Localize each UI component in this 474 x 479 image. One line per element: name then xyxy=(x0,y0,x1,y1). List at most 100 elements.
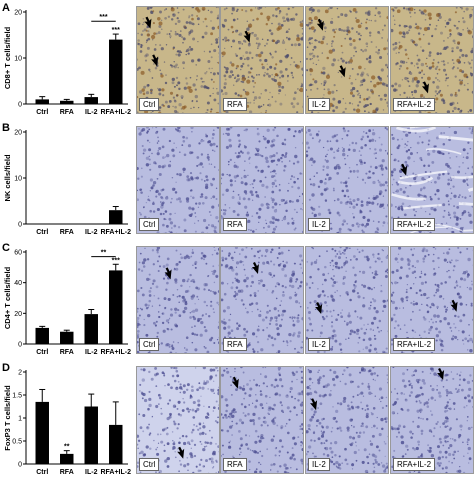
panel-d-chart: D FoxP3 T cells/field 0 0.5 1 1.5 2 Ctrl RFA IL-2… xyxy=(2,362,131,476)
tissue-texture xyxy=(391,7,473,113)
micrograph-c-il-2: IL-2 xyxy=(305,246,389,354)
category-label: Ctrl xyxy=(36,229,48,236)
panel-b-chart: B NK cells/field 0 10 20 Ctrl RFA IL-2 RFA+IL-2 xyxy=(2,122,131,236)
significance-label: *** xyxy=(99,14,107,21)
bar-rfa+il-2 xyxy=(109,39,123,104)
tissue-texture xyxy=(221,247,303,353)
arrowhead-marker xyxy=(151,54,159,67)
y-tick-label: 0 xyxy=(18,222,22,229)
bar-rfa xyxy=(60,331,74,344)
micrograph-label: Ctrl xyxy=(139,218,160,231)
category-label: RFA xyxy=(60,229,74,236)
arrowhead-marker xyxy=(400,163,408,176)
y-axis-label: NK cells/field xyxy=(3,154,12,202)
bar-il-2 xyxy=(84,97,98,104)
y-axis-label: CD4+ T cells/field xyxy=(3,266,12,329)
y-tick-label: 2 xyxy=(18,370,22,377)
micrograph-d-il-2: IL-2 xyxy=(305,366,389,474)
micrograph-label: IL-2 xyxy=(308,218,330,231)
micrograph-label: RFA+IL-2 xyxy=(393,458,436,471)
micrograph-label: RFA xyxy=(223,98,247,111)
micrograph-label: RFA xyxy=(223,338,247,351)
panel-letter: A xyxy=(2,2,10,14)
micrograph-label: Ctrl xyxy=(139,338,160,351)
micrograph-c-rfa: RFA xyxy=(220,246,304,354)
category-label: RFA+IL-2 xyxy=(100,469,131,476)
micrograph-b-rfa: RFA xyxy=(220,126,304,234)
micrograph-a-ctrl: Ctrl xyxy=(136,6,220,114)
category-label: IL-2 xyxy=(85,109,98,116)
bar-ctrl xyxy=(35,99,49,104)
y-tick-label: 60 xyxy=(14,250,22,257)
micrograph-d-rfa: RFA xyxy=(220,366,304,474)
tissue-texture xyxy=(221,367,303,473)
arrowhead-marker xyxy=(421,81,429,94)
tissue-texture xyxy=(391,247,473,353)
arrowhead-marker xyxy=(315,301,323,314)
micrograph-c-rfa+il-2: RFA+IL-2 xyxy=(390,246,474,354)
tissue-texture xyxy=(137,127,219,233)
micrograph-b-ctrl: Ctrl xyxy=(136,126,220,234)
micrograph-label: IL-2 xyxy=(308,338,330,351)
micrograph-b-il-2: IL-2 xyxy=(305,126,389,234)
category-label: Ctrl xyxy=(36,469,48,476)
micrograph-label: IL-2 xyxy=(308,458,330,471)
micrograph-label: IL-2 xyxy=(308,98,330,111)
arrowhead-marker xyxy=(251,262,259,274)
y-tick-label: 1 xyxy=(18,416,22,423)
arrowhead-marker xyxy=(316,18,324,31)
y-tick-label: 40 xyxy=(14,280,22,287)
micrograph-a-rfa+il-2: RFA+IL-2 xyxy=(390,6,474,114)
tissue-texture xyxy=(221,7,303,113)
panel-c-chart: C CD4+ T cells/field 0 20 40 60 Ctrl RFA IL-2 RFA… xyxy=(2,242,131,356)
category-label: RFA xyxy=(60,349,74,356)
significance-label: *** xyxy=(112,257,120,264)
y-tick-label: 0 xyxy=(18,462,22,469)
arrowhead-marker xyxy=(231,376,239,389)
micrograph-d-ctrl: Ctrl xyxy=(136,366,220,474)
tissue-texture xyxy=(306,127,388,233)
bar-il-2 xyxy=(84,314,98,344)
tissue-texture xyxy=(221,127,303,233)
bar-rfa+il-2 xyxy=(109,270,123,344)
arrowhead-marker xyxy=(450,299,458,312)
significance-label: ** xyxy=(101,250,107,257)
micrograph-b-rfa+il-2: RFA+IL-2 xyxy=(390,126,474,234)
category-label: RFA+IL-2 xyxy=(100,349,131,356)
y-tick-label: 1.5 xyxy=(12,393,22,400)
y-tick-label: 20 xyxy=(14,10,22,17)
y-tick-label: 10 xyxy=(14,176,22,183)
category-label: RFA xyxy=(60,469,74,476)
arrowhead-marker xyxy=(164,267,172,280)
y-tick-label: 20 xyxy=(14,130,22,137)
y-tick-label: 0 xyxy=(18,102,22,109)
bar-rfa xyxy=(60,100,74,104)
category-label: IL-2 xyxy=(85,349,98,356)
panel-letter: D xyxy=(2,362,10,374)
micrograph-label: RFA+IL-2 xyxy=(393,98,436,111)
micrograph-label: RFA xyxy=(223,458,247,471)
category-label: RFA+IL-2 xyxy=(100,229,131,236)
bar-il-2 xyxy=(84,406,98,464)
tissue-texture xyxy=(137,367,219,473)
panel-a-chart: A CD8+ T cells/field 0 10 20 Ctrl RFA IL-2 RFA+I… xyxy=(2,2,131,116)
micrograph-label: Ctrl xyxy=(139,98,160,111)
bar-rfa+il-2 xyxy=(109,210,123,224)
y-tick-label: 20 xyxy=(14,311,22,318)
category-label: IL-2 xyxy=(85,469,98,476)
bar-ctrl xyxy=(35,327,49,344)
significance-label: ** xyxy=(64,444,70,451)
tissue-texture xyxy=(137,7,219,113)
significance-label: *** xyxy=(112,27,120,34)
category-label: Ctrl xyxy=(36,109,48,116)
category-label: Ctrl xyxy=(36,349,48,356)
micrograph-d-rfa+il-2: RFA+IL-2 xyxy=(390,366,474,474)
arrowhead-marker xyxy=(437,367,445,380)
micrograph-c-ctrl: Ctrl xyxy=(136,246,220,354)
panel-letter: C xyxy=(2,242,10,254)
y-tick-label: 10 xyxy=(14,56,22,63)
micrograph-label: RFA+IL-2 xyxy=(393,338,436,351)
panel-letter: B xyxy=(2,122,10,134)
